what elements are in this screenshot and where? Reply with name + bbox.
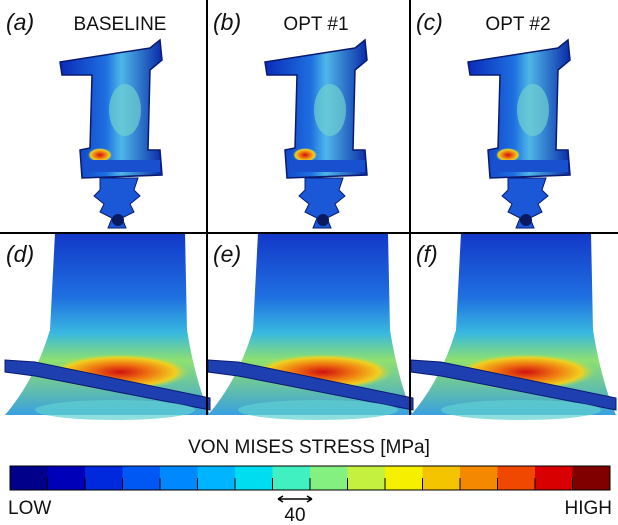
colorbar-segment bbox=[423, 466, 461, 490]
colorbar-segment bbox=[460, 466, 498, 490]
top-row bbox=[60, 40, 570, 228]
panel-title: OPT #2 bbox=[485, 14, 550, 35]
panel-label: (e) bbox=[213, 241, 241, 267]
panel-title: BASELINE bbox=[74, 14, 167, 35]
colorbar-segment bbox=[273, 466, 311, 490]
colorbar-segment bbox=[10, 466, 48, 490]
panel-d-image bbox=[5, 233, 210, 420]
colorbar-segment bbox=[573, 466, 611, 490]
colorbar-segment bbox=[48, 466, 86, 490]
colorbar-segment bbox=[385, 466, 423, 490]
scale-label: 40 bbox=[284, 505, 305, 525]
panel-title: OPT #1 bbox=[283, 14, 348, 35]
colorbar-low: LOW bbox=[8, 498, 51, 519]
panel-label: (f) bbox=[416, 241, 438, 267]
panel-c-image bbox=[468, 40, 570, 228]
colorbar-segment bbox=[235, 466, 273, 490]
colorbar-segment bbox=[123, 466, 161, 490]
colorbar-segment bbox=[198, 466, 236, 490]
colorbar-segment bbox=[310, 466, 348, 490]
colorbar-segment bbox=[535, 466, 573, 490]
colorbar-high: HIGH bbox=[565, 498, 613, 519]
panel-label: (d) bbox=[6, 241, 34, 267]
panel-f-image bbox=[411, 233, 616, 420]
panel-b-image bbox=[265, 40, 367, 228]
colorbar bbox=[10, 466, 610, 490]
bottom-row bbox=[5, 233, 616, 420]
scale-arrow bbox=[278, 496, 312, 502]
colorbar-segment bbox=[85, 466, 123, 490]
colorbar-segment bbox=[498, 466, 536, 490]
colorbar-segment bbox=[160, 466, 198, 490]
colorbar-segment bbox=[348, 466, 386, 490]
figure: (a) BASELINE (b) OPT #1 (c) OPT #2 (d) (… bbox=[0, 0, 618, 525]
panel-label: (a) bbox=[6, 9, 34, 35]
colorbar-title: VON MISES STRESS [MPa] bbox=[188, 437, 430, 458]
panel-label: (b) bbox=[213, 9, 241, 35]
panel-a-image bbox=[60, 40, 162, 228]
panel-label: (c) bbox=[416, 9, 443, 35]
